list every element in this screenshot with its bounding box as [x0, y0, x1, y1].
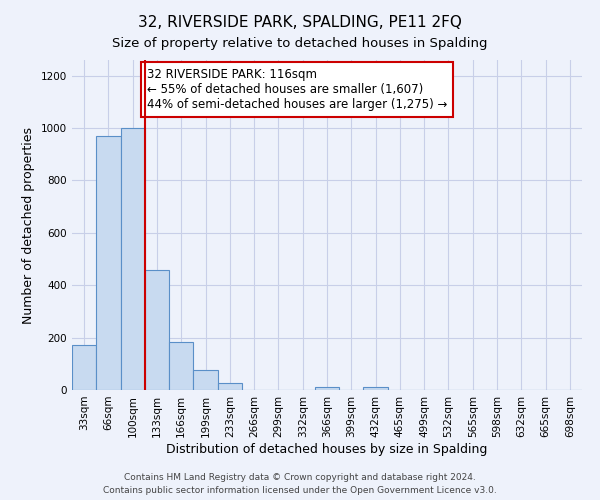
- X-axis label: Distribution of detached houses by size in Spalding: Distribution of detached houses by size …: [166, 442, 488, 456]
- Bar: [121, 128, 145, 390]
- Bar: [218, 384, 242, 390]
- Bar: [72, 346, 96, 390]
- Bar: [96, 136, 121, 390]
- Bar: [364, 388, 388, 390]
- Text: Contains HM Land Registry data © Crown copyright and database right 2024.
Contai: Contains HM Land Registry data © Crown c…: [103, 474, 497, 495]
- Y-axis label: Number of detached properties: Number of detached properties: [22, 126, 35, 324]
- Text: 32 RIVERSIDE PARK: 116sqm
← 55% of detached houses are smaller (1,607)
44% of se: 32 RIVERSIDE PARK: 116sqm ← 55% of detac…: [146, 68, 447, 111]
- Bar: [169, 342, 193, 390]
- Text: Size of property relative to detached houses in Spalding: Size of property relative to detached ho…: [112, 38, 488, 51]
- Bar: [145, 270, 169, 390]
- Bar: [193, 370, 218, 390]
- Bar: [315, 388, 339, 390]
- Text: 32, RIVERSIDE PARK, SPALDING, PE11 2FQ: 32, RIVERSIDE PARK, SPALDING, PE11 2FQ: [138, 15, 462, 30]
